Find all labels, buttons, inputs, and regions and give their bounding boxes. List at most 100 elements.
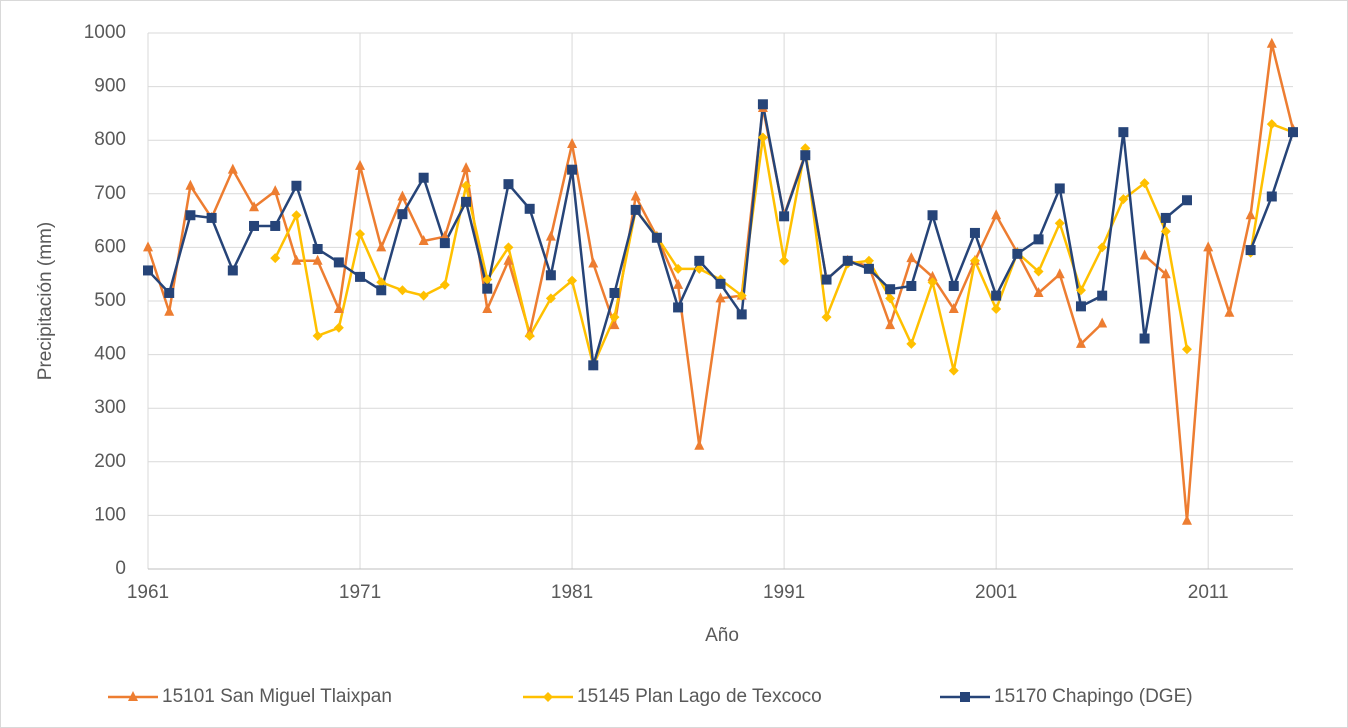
marker xyxy=(503,179,514,190)
marker xyxy=(715,292,726,303)
marker xyxy=(969,227,980,238)
marker xyxy=(545,293,556,304)
marker xyxy=(1160,226,1171,237)
marker xyxy=(948,280,959,291)
marker xyxy=(312,330,323,341)
marker xyxy=(1181,514,1192,525)
marker xyxy=(1288,127,1298,138)
marker xyxy=(630,190,641,201)
marker xyxy=(1097,242,1108,253)
marker xyxy=(227,163,238,174)
x-tick-label: 2011 xyxy=(1188,582,1229,603)
x-tick-label: 1961 xyxy=(127,582,169,603)
y-tick-label: 300 xyxy=(94,397,126,418)
marker xyxy=(376,241,387,252)
marker xyxy=(1054,268,1065,279)
marker xyxy=(673,302,684,313)
marker xyxy=(482,303,493,314)
marker xyxy=(863,263,874,274)
marker xyxy=(418,290,429,301)
marker xyxy=(1054,183,1065,194)
marker xyxy=(588,257,599,268)
y-tick-label: 900 xyxy=(94,76,126,97)
marker xyxy=(1097,317,1108,328)
marker xyxy=(1139,333,1150,344)
marker xyxy=(524,330,535,341)
marker xyxy=(249,220,260,231)
marker xyxy=(927,210,938,221)
y-tick-label: 200 xyxy=(94,451,126,472)
marker xyxy=(543,692,553,702)
marker xyxy=(757,132,768,143)
marker xyxy=(779,211,790,222)
marker xyxy=(1075,285,1086,296)
marker xyxy=(991,290,1002,301)
marker xyxy=(1266,119,1277,130)
marker xyxy=(609,319,620,330)
marker xyxy=(800,150,811,161)
marker xyxy=(503,242,514,253)
marker xyxy=(355,271,366,282)
x-tick-label: 1981 xyxy=(551,582,593,603)
marker xyxy=(227,265,238,276)
y-tick-label: 400 xyxy=(94,344,126,365)
marker xyxy=(333,322,344,333)
marker xyxy=(397,285,408,296)
y-axis-title: Precipitación (mm) xyxy=(35,222,56,380)
marker xyxy=(439,279,450,290)
marker xyxy=(1245,209,1256,220)
marker xyxy=(482,274,493,285)
marker xyxy=(567,275,578,286)
marker xyxy=(1033,266,1044,277)
y-tick-label: 0 xyxy=(115,558,126,579)
marker xyxy=(503,254,514,265)
marker xyxy=(1054,218,1065,229)
marker xyxy=(948,303,959,314)
marker xyxy=(461,196,472,207)
marker xyxy=(609,287,620,298)
marker xyxy=(482,283,493,294)
marker xyxy=(694,263,705,274)
marker xyxy=(1139,178,1150,189)
marker xyxy=(376,285,387,296)
marker xyxy=(1118,127,1129,138)
marker xyxy=(291,210,302,221)
marker xyxy=(461,180,472,191)
marker xyxy=(694,439,705,450)
marker xyxy=(991,209,1002,220)
marker xyxy=(736,309,747,320)
marker xyxy=(821,312,832,323)
marker xyxy=(651,232,662,243)
marker xyxy=(1203,241,1214,252)
marker xyxy=(673,278,684,289)
marker xyxy=(143,241,153,252)
marker xyxy=(1012,248,1023,259)
marker xyxy=(291,180,302,191)
y-tick-label: 1000 xyxy=(84,22,126,43)
marker xyxy=(1075,337,1086,348)
marker xyxy=(960,692,970,702)
marker xyxy=(545,270,556,281)
marker xyxy=(439,238,450,249)
marker xyxy=(991,304,1002,315)
marker xyxy=(694,255,705,266)
marker xyxy=(397,209,408,220)
y-tick-label: 500 xyxy=(94,290,126,311)
marker xyxy=(1097,290,1108,301)
marker xyxy=(567,137,578,148)
marker xyxy=(164,287,175,298)
marker xyxy=(1266,191,1277,202)
y-tick-label: 700 xyxy=(94,183,126,204)
marker xyxy=(418,172,429,183)
marker xyxy=(355,229,366,239)
marker xyxy=(185,179,196,190)
x-tick-label: 1991 xyxy=(763,582,805,603)
x-axis-title: Año xyxy=(705,625,739,646)
legend-label: 15170 Chapingo (DGE) xyxy=(994,686,1193,707)
x-tick-label: 1971 xyxy=(339,582,381,603)
marker xyxy=(164,305,175,316)
marker xyxy=(885,284,896,295)
marker xyxy=(418,234,429,245)
y-tick-label: 100 xyxy=(94,504,126,525)
legend-label: 15145 Plan Lago de Texcoco xyxy=(577,686,822,707)
